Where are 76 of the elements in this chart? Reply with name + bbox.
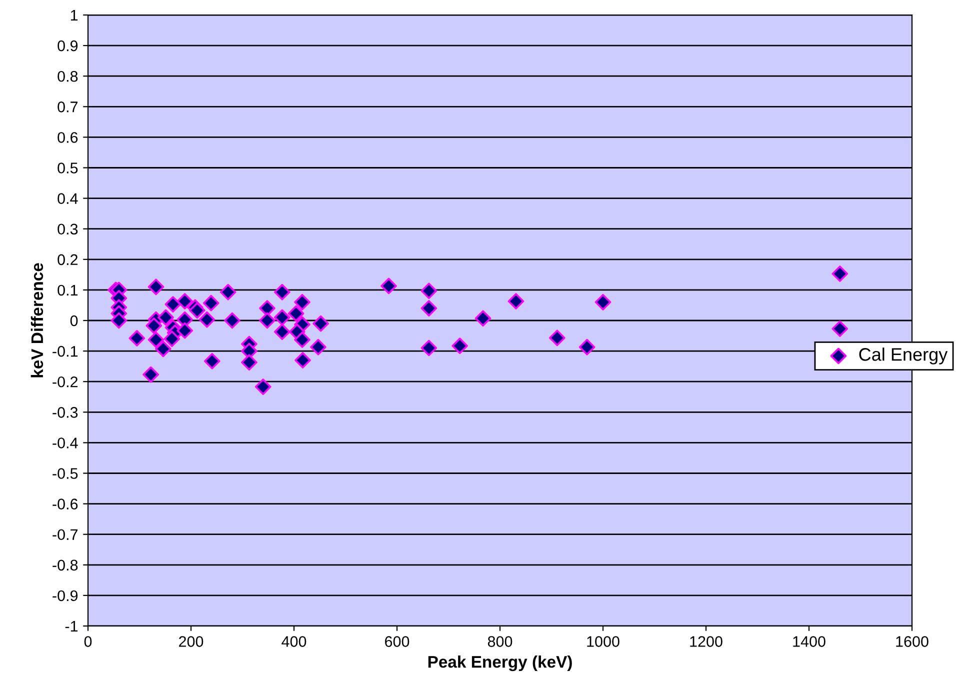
point (155, 340, 172, 358)
point (294, 332, 310, 348)
x-tick-label: 400 (282, 636, 306, 647)
point (128, 330, 146, 346)
y-tick-label: 0.3 (58, 224, 78, 235)
point (259, 300, 276, 316)
y-tick-label: 0.6 (58, 132, 78, 143)
y-tick-label: 0.2 (58, 254, 78, 266)
point (224, 312, 240, 329)
y-tick-label: -0.6 (52, 498, 78, 510)
point (578, 338, 596, 356)
point (452, 338, 468, 354)
y-axis-title: keV Difference (30, 263, 44, 378)
point (164, 330, 180, 348)
point (148, 278, 164, 296)
point (832, 320, 848, 337)
y-tick-label: 0 (70, 315, 78, 326)
point (274, 284, 290, 300)
y-tick-label: 1 (70, 10, 78, 21)
y-tick-label: 0.7 (58, 102, 78, 112)
point (548, 330, 566, 346)
point (294, 294, 310, 310)
y-tick-label: -0.2 (52, 376, 78, 388)
point (310, 338, 326, 356)
y-tick-label: -0.3 (52, 407, 78, 418)
y-tick-label: -0.9 (52, 590, 78, 602)
point (380, 278, 397, 294)
point (204, 352, 220, 370)
point (202, 294, 220, 312)
point (474, 310, 492, 327)
point (176, 293, 194, 310)
y-tick-label: 0.5 (58, 162, 78, 174)
point (288, 305, 304, 322)
point (198, 311, 216, 328)
y-tick-label: -0.4 (52, 438, 78, 448)
point (420, 340, 438, 356)
y-tick-label: 0.9 (58, 40, 78, 52)
point (274, 309, 290, 326)
point (420, 300, 438, 316)
point (110, 312, 128, 329)
point (148, 332, 164, 348)
y-tick-label: -0.1 (52, 346, 78, 357)
point (832, 266, 848, 282)
point (188, 302, 206, 319)
y-tick-label: -0.8 (52, 560, 78, 571)
point (164, 296, 182, 312)
point (312, 315, 329, 332)
point (146, 318, 162, 334)
legend-label: Cal Energy (859, 348, 948, 364)
point (220, 284, 236, 300)
y-tick-label: 0.8 (58, 70, 78, 82)
point (294, 352, 311, 368)
x-tick-label: 1400 (793, 636, 826, 647)
x-tick-label: 1600 (896, 636, 928, 647)
point (176, 322, 194, 339)
y-tick-label: 0.4 (58, 193, 78, 204)
y-tick-label: 0.1 (58, 284, 78, 296)
y-tick-label: -0.7 (52, 529, 78, 540)
point (594, 294, 612, 310)
x-tick-label: 600 (385, 636, 410, 647)
point (259, 312, 276, 329)
point (241, 354, 258, 371)
point (420, 282, 438, 300)
y-tick-label: -0.5 (52, 468, 78, 479)
x-tick-label: 1000 (587, 636, 620, 647)
y-tick-label: -1 (65, 621, 78, 632)
x-tick-label: 800 (488, 636, 512, 647)
x-tick-label: 200 (179, 636, 204, 647)
x-tick-label: 1200 (690, 636, 722, 647)
x-axis-title: Peak Energy (keV) (428, 656, 572, 672)
point (508, 293, 524, 310)
point (254, 378, 272, 395)
point (274, 324, 290, 340)
x-tick-label: 0 (84, 636, 92, 647)
point (158, 309, 174, 326)
point (142, 366, 160, 383)
